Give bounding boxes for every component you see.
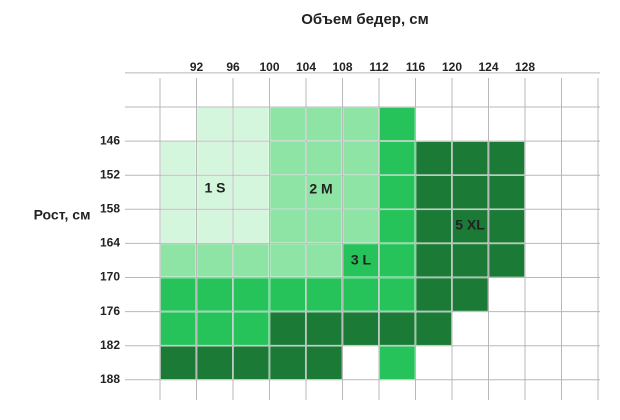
zone-label: 3 L: [351, 252, 372, 268]
size-cell: [305, 310, 344, 347]
size-cell: [195, 106, 234, 142]
size-cell: [268, 242, 307, 279]
size-cell: [414, 242, 453, 279]
zone-label: 5 XL: [455, 217, 485, 233]
size-cell: [378, 344, 417, 381]
size-cell: [487, 140, 526, 176]
size-cell: [487, 208, 526, 245]
y-tick-label: 146: [100, 133, 120, 147]
size-cell: [232, 344, 271, 381]
size-cell: [195, 140, 234, 176]
size-cell: [341, 140, 380, 176]
zone-label: 2 M: [309, 181, 332, 197]
size-cell: [268, 310, 307, 347]
size-cell: [268, 140, 307, 176]
y-tick-label: 170: [100, 270, 120, 284]
size-cell: [159, 140, 198, 176]
size-cell: [378, 174, 417, 211]
y-axis-label: Рост, см: [34, 207, 91, 223]
x-tick-label: 92: [190, 60, 204, 74]
y-tick-label: 182: [100, 338, 120, 352]
y-tick-label: 176: [100, 304, 120, 318]
size-cell: [232, 106, 271, 142]
size-cell: [378, 140, 417, 176]
size-cell: [305, 242, 344, 279]
size-cell: [378, 310, 417, 347]
x-tick-label: 112: [369, 60, 389, 74]
size-cell: [159, 310, 198, 347]
size-cell: [414, 276, 453, 313]
size-cell: [195, 310, 234, 347]
x-tick-label: 104: [296, 60, 316, 74]
size-cell: [195, 344, 234, 381]
size-cell: [414, 208, 453, 245]
size-cell: [378, 276, 417, 313]
y-tick-label: 164: [100, 236, 120, 250]
size-cell: [232, 140, 271, 176]
size-cell: [159, 344, 198, 381]
size-cell: [451, 174, 490, 211]
size-cell: [268, 174, 307, 211]
size-cell: [268, 106, 307, 142]
size-cell: [159, 174, 198, 211]
size-cell: [341, 208, 380, 245]
y-tick-label: 158: [100, 201, 120, 215]
x-tick-label: 116: [406, 60, 426, 74]
x-tick-label: 100: [259, 60, 279, 74]
size-cell: [232, 242, 271, 279]
size-cell: [341, 310, 380, 347]
size-cell: [341, 174, 380, 211]
size-cell: [159, 276, 198, 313]
size-cell: [305, 344, 344, 381]
size-cell: [159, 242, 198, 279]
size-cell: [451, 276, 490, 313]
x-tick-label: 128: [515, 60, 535, 74]
size-cell: [341, 276, 380, 313]
zone-label: 1 S: [204, 180, 225, 196]
size-cell: [195, 242, 234, 279]
size-cell: [232, 174, 271, 211]
y-tick-label: 152: [100, 167, 120, 181]
size-cell: [451, 140, 490, 176]
size-cell: [305, 208, 344, 245]
size-cell: [232, 310, 271, 347]
size-cell: [268, 208, 307, 245]
size-cell: [232, 208, 271, 245]
size-cell: [159, 208, 198, 245]
size-cell: [305, 106, 344, 142]
size-cell: [378, 106, 417, 142]
size-cell: [487, 174, 526, 211]
size-cell: [378, 208, 417, 245]
size-cell: [378, 242, 417, 279]
chart-title: Объем бедер, см: [301, 11, 429, 28]
size-cell: [451, 242, 490, 279]
grid: [125, 72, 600, 400]
x-tick-label: 124: [478, 60, 498, 74]
size-cell: [414, 140, 453, 176]
x-tick-label: 120: [442, 60, 462, 74]
size-cell: [232, 276, 271, 313]
size-cell: [414, 310, 453, 347]
x-tick-label: 96: [226, 60, 240, 74]
size-cell: [487, 242, 526, 279]
size-cell: [268, 276, 307, 313]
y-tick-label: 188: [100, 372, 120, 386]
size-cell: [305, 276, 344, 313]
size-cell: [195, 208, 234, 245]
size-cell: [195, 276, 234, 313]
size-cell: [414, 174, 453, 211]
size-cell: [305, 140, 344, 176]
size-cell: [341, 106, 380, 142]
size-cell: [268, 344, 307, 381]
x-tick-label: 108: [332, 60, 352, 74]
